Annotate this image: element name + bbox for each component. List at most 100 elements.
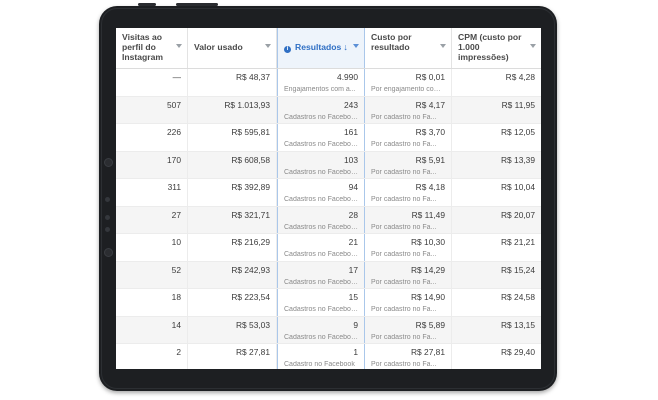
cell-value: 161 <box>344 127 358 137</box>
table-row[interactable]: — R$ 48,37 4.990 Engajamentos com a... R$ 0,… <box>116 69 541 97</box>
cell-results: 21 Cadastros no Facebook <box>277 234 365 261</box>
cell-cpm: R$ 20,07 <box>452 207 541 234</box>
cell-value: R$ 5,91 <box>415 154 445 165</box>
table-row[interactable]: 170 R$ 608,58 103 Cadastros no Facebook R$ 5… <box>116 151 541 179</box>
cell-cpm: R$ 13,39 <box>452 152 541 179</box>
cell-subtext: Por engajamento com ... <box>371 86 445 93</box>
cell-spent: R$ 53,03 <box>188 316 277 343</box>
sensor-dot <box>105 215 110 220</box>
cell-cpm: R$ 11,95 <box>452 97 541 124</box>
cell-value: R$ 242,93 <box>231 264 270 275</box>
cell-spent: R$ 223,54 <box>188 289 277 316</box>
cell-subtext: Por cadastro no Fa... <box>371 251 437 258</box>
table-row[interactable]: 14 R$ 53,03 9 Cadastros no Facebook R$ 5,89 P… <box>116 316 541 344</box>
cell-spent: R$ 608,58 <box>188 151 277 178</box>
cell-cost: R$ 14,29 Por cadastro no Fa... <box>365 261 452 288</box>
cell-value: 170 <box>167 154 181 165</box>
cell-value: R$ 15,24 <box>501 264 535 275</box>
table-row[interactable]: 226 R$ 595,81 161 Cadastros no Facebook R$ 3… <box>116 124 541 152</box>
column-header-cost-per-result[interactable]: Custo por resultado <box>365 28 452 68</box>
sensor-dot <box>105 227 110 232</box>
table-row[interactable]: 311 R$ 392,89 94 Cadastros no Facebook R$ 4,… <box>116 179 541 207</box>
cell-value: R$ 10,30 <box>411 237 445 247</box>
column-header-visits[interactable]: Visitas ao perfil do Instagram <box>116 28 188 68</box>
cell-subtext: Por cadastro no Fa... <box>371 196 437 203</box>
cell-subtext: Cadastros no Facebook <box>284 333 358 341</box>
cell-results: 17 Cadastros no Facebook <box>277 261 365 288</box>
column-header-label: Custo por resultado <box>371 32 412 52</box>
cell-value: R$ 608,58 <box>231 154 270 165</box>
table-row[interactable]: 27 R$ 321,71 28 Cadastros no Facebook R$ 11,… <box>116 206 541 234</box>
column-header-label: CPM (custo por 1.000 impressões) <box>458 32 522 62</box>
cell-value: 226 <box>167 127 181 137</box>
cell-value: 14 <box>171 319 181 330</box>
cell-value: 94 <box>348 182 358 192</box>
table-row[interactable]: 10 R$ 216,29 21 Cadastros no Facebook R$ 10,… <box>116 234 541 262</box>
camera-icon <box>104 248 113 257</box>
cell-value: — <box>172 72 181 82</box>
cell-cpm: R$ 13,15 <box>452 317 541 344</box>
power-button <box>138 3 156 6</box>
cell-value: 28 <box>348 209 358 220</box>
cell-spent: R$ 242,93 <box>188 261 277 288</box>
cell-cpm: R$ 15,24 <box>452 262 541 289</box>
cell-cost: R$ 27,81 Por cadastro no Fa... <box>365 344 452 369</box>
cell-value: R$ 13,15 <box>501 319 535 330</box>
cell-visits: 10 <box>116 234 188 261</box>
chevron-down-icon[interactable] <box>265 44 271 48</box>
cell-results: 28 Cadastros no Facebook <box>277 206 365 233</box>
cell-visits: — <box>116 69 188 96</box>
cell-spent: R$ 48,37 <box>188 69 277 96</box>
info-icon[interactable]: i <box>284 46 291 53</box>
chevron-down-icon[interactable] <box>353 44 359 48</box>
cell-results: 94 Cadastros no Facebook <box>277 179 365 206</box>
column-header-results[interactable]: i Resultados ↓ <box>277 28 365 68</box>
cell-results: 1 Cadastro no Facebook <box>277 344 365 369</box>
chevron-down-icon[interactable] <box>530 44 536 48</box>
cell-cost: R$ 14,90 Por cadastro no Fa... <box>365 289 452 316</box>
table-row[interactable]: 52 R$ 242,93 17 Cadastros no Facebook R$ 14,… <box>116 261 541 289</box>
cell-subtext: Cadastro no Facebook <box>284 361 355 368</box>
table-row[interactable]: 507 R$ 1.013,93 243 Cadastros no Facebook R$… <box>116 96 541 124</box>
cell-value: 10 <box>171 237 181 247</box>
cell-value: 52 <box>171 264 181 275</box>
cell-value: 9 <box>353 319 358 330</box>
cell-cpm: R$ 4,28 <box>452 69 541 96</box>
sort-descending-icon[interactable]: ↓ <box>343 42 348 52</box>
chevron-down-icon[interactable] <box>440 44 446 48</box>
cell-subtext: Por cadastro no Fa... <box>371 278 437 286</box>
cell-subtext: Por cadastro no Fa... <box>371 223 437 231</box>
cell-subtext: Cadastros no Facebook <box>284 141 358 148</box>
column-header-cpm[interactable]: CPM (custo por 1.000 impressões) <box>452 28 541 68</box>
column-header-spent[interactable]: Valor usado <box>188 28 277 68</box>
cell-value: 18 <box>171 292 181 302</box>
cell-cpm: R$ 10,04 <box>452 179 541 206</box>
cell-visits: 311 <box>116 179 188 206</box>
cell-value: R$ 24,58 <box>501 292 535 302</box>
cell-cost: R$ 10,30 Por cadastro no Fa... <box>365 234 452 261</box>
cell-results: 103 Cadastros no Facebook <box>277 151 365 178</box>
volume-button <box>176 3 218 6</box>
cell-cost: R$ 11,49 Por cadastro no Fa... <box>365 206 452 233</box>
cell-subtext: Cadastros no Facebook <box>284 306 358 313</box>
cell-value: R$ 29,40 <box>501 347 535 357</box>
cell-visits: 507 <box>116 96 188 123</box>
cell-value: 17 <box>348 264 358 275</box>
cell-value: R$ 27,81 <box>236 347 270 357</box>
cell-value: 103 <box>344 154 358 165</box>
sensor-dot <box>105 197 110 202</box>
cell-subtext: Cadastros no Facebook <box>284 113 358 121</box>
cell-value: R$ 14,90 <box>411 292 445 302</box>
cell-value: R$ 11,49 <box>411 209 445 220</box>
column-header-label: Visitas ao perfil do Instagram <box>122 32 164 62</box>
table-row[interactable]: 18 R$ 223,54 15 Cadastros no Facebook R$ 14,… <box>116 289 541 317</box>
cell-subtext: Cadastros no Facebook <box>284 223 358 231</box>
table-row[interactable]: 2 R$ 27,81 1 Cadastro no Facebook R$ 27,81 Po… <box>116 344 541 369</box>
cell-subtext: Por cadastro no Fa... <box>371 141 437 148</box>
cell-value: R$ 53,03 <box>236 319 270 330</box>
cell-cost: R$ 5,89 Por cadastro no Fa... <box>365 316 452 343</box>
cell-value: 15 <box>348 292 358 302</box>
cell-visits: 226 <box>116 124 188 151</box>
cell-results: 15 Cadastros no Facebook <box>277 289 365 316</box>
chevron-down-icon[interactable] <box>176 44 182 48</box>
